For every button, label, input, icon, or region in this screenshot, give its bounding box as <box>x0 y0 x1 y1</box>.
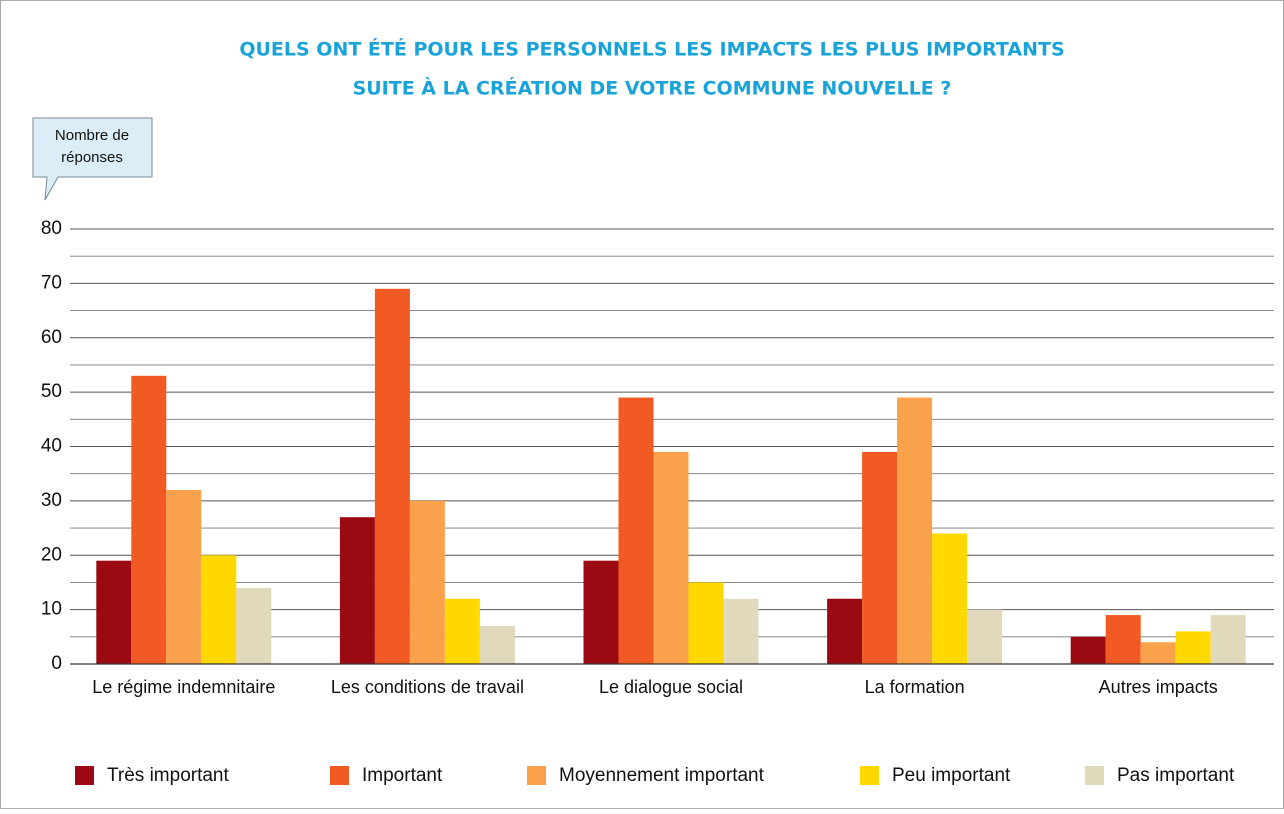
bar <box>1140 642 1176 664</box>
bar <box>688 582 724 664</box>
legend-label: Moyennement important <box>559 765 765 786</box>
bar <box>131 375 167 664</box>
y-tick-label: 40 <box>41 436 62 457</box>
legend-label: Peu important <box>892 765 1011 786</box>
legend-swatch <box>330 766 349 785</box>
bar <box>409 500 445 664</box>
bar <box>862 451 898 664</box>
bar <box>723 598 759 664</box>
x-tick-label: Le dialogue social <box>599 677 743 697</box>
y-axis-label: Nombre de <box>55 127 129 144</box>
legend-swatch <box>860 766 879 785</box>
y-tick-label: 10 <box>41 599 62 620</box>
x-tick-label: Autres impacts <box>1099 677 1218 697</box>
y-label-callout <box>32 117 153 201</box>
bar <box>444 598 480 664</box>
bar <box>236 587 272 664</box>
chart-title: SUITE À LA CRÉATION DE VOTRE COMMUNE NOU… <box>353 77 952 100</box>
legend-swatch <box>527 766 546 785</box>
bar <box>339 517 375 664</box>
y-tick-label: 80 <box>41 218 62 239</box>
bar <box>479 625 515 664</box>
legend-label: Très important <box>107 765 229 786</box>
y-tick-label: 50 <box>41 381 62 402</box>
y-tick-label: 70 <box>41 272 62 293</box>
legend-label: Pas important <box>1117 765 1235 786</box>
legend-swatch <box>1085 766 1104 785</box>
bar <box>932 533 968 664</box>
bar <box>1105 615 1141 664</box>
legend-swatch <box>75 766 94 785</box>
bar <box>1210 615 1246 664</box>
bar <box>1175 631 1211 664</box>
bar <box>374 288 410 664</box>
y-tick-label: 30 <box>41 490 62 511</box>
bar <box>1070 636 1106 664</box>
y-tick-label: 20 <box>41 544 62 565</box>
bar <box>201 555 237 664</box>
bar <box>897 397 933 664</box>
bar <box>827 598 863 664</box>
y-tick-label: 60 <box>41 327 62 348</box>
bar <box>583 560 619 664</box>
bar <box>653 451 689 664</box>
legend-label: Important <box>362 765 443 786</box>
x-tick-label: Les conditions de travail <box>331 677 524 697</box>
chart-title: QUELS ONT ÉTÉ POUR LES PERSONNELS LES IM… <box>239 38 1064 61</box>
x-tick-label: La formation <box>865 677 965 697</box>
bar <box>618 397 654 664</box>
x-tick-label: Le régime indemnitaire <box>92 677 275 697</box>
bar <box>96 560 132 664</box>
bar <box>166 490 202 664</box>
y-axis-label: réponses <box>61 149 123 166</box>
bar <box>967 609 1003 664</box>
y-tick-label: 0 <box>51 653 62 674</box>
